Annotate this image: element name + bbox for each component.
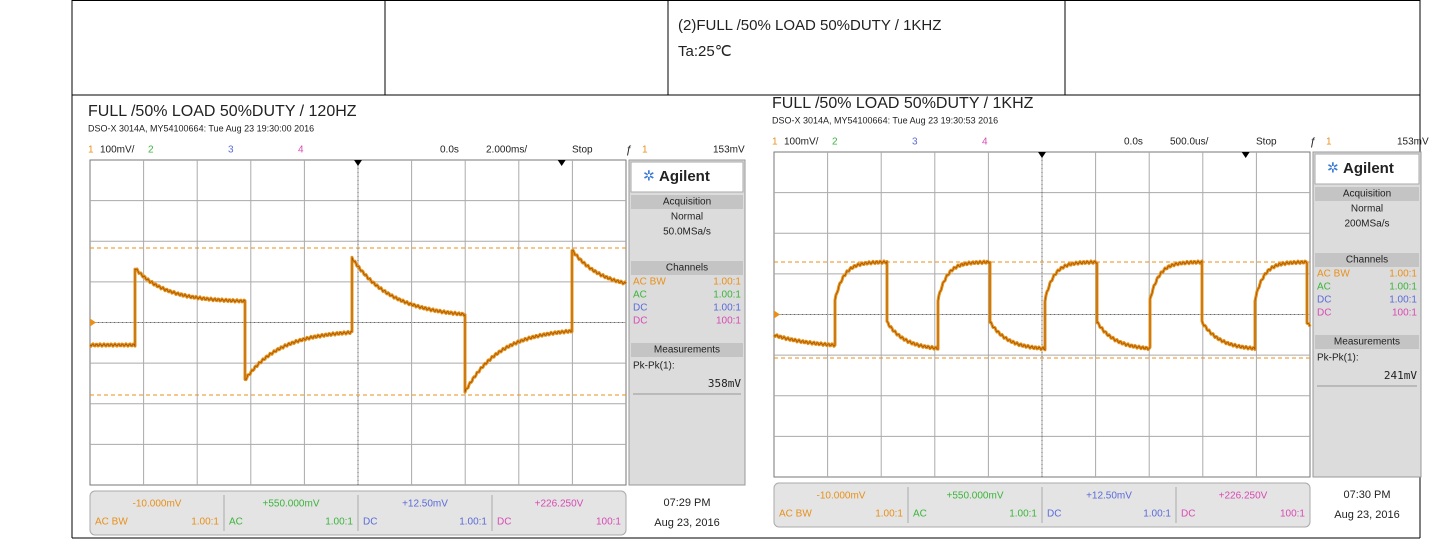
section-heading: Acquisition (1343, 189, 1391, 200)
topbar-status: Stop (1256, 137, 1277, 148)
topbar-scale: 100mV/ (784, 137, 819, 148)
channel-ratio: 100:1 (716, 316, 741, 327)
capture-title: FULL /50% LOAD 50%DUTY / 120HZ (88, 103, 357, 120)
capture-date: Aug 23, 2016 (1334, 509, 1399, 521)
channel-offset: +550.000mV (947, 491, 1004, 502)
channel-ratio: 1.00:1 (325, 517, 353, 528)
capture-time: 07:30 PM (1343, 489, 1390, 501)
capture-info: DSO-X 3014A, MY54100664: Tue Aug 23 19:3… (88, 123, 314, 133)
section-heading: Acquisition (663, 197, 711, 208)
section-heading: Channels (1346, 255, 1388, 266)
topbar-ch3: 3 (228, 145, 234, 156)
channel-coupling: DC (363, 517, 377, 528)
capture-time: 07:29 PM (663, 497, 710, 509)
section-heading: Measurements (654, 345, 720, 356)
capture-title: FULL /50% LOAD 50%DUTY / 1KHZ (772, 95, 1034, 112)
channel-ratio: 100:1 (596, 517, 621, 528)
channel-offset: +12.50mV (402, 499, 448, 510)
channel-ratio: 1.00:1 (713, 303, 741, 314)
topbar-ch1: 1 (88, 145, 94, 156)
channel-offset: -10.000mV (133, 499, 182, 510)
channel-coupling: AC (1317, 282, 1331, 293)
channel-ratio: 1.00:1 (1389, 282, 1417, 293)
topbar-ch1: 1 (772, 137, 778, 148)
topbar-timebase: 500.0us/ (1170, 137, 1209, 148)
topbar-trig-level: 153mV (1397, 137, 1429, 148)
header-line: Ta:25℃ (678, 43, 732, 60)
topbar-ch4: 4 (982, 137, 988, 148)
measurement-value: 241mV (1384, 369, 1417, 382)
channel-coupling: AC BW (1317, 269, 1350, 280)
channel-coupling: DC (497, 517, 511, 528)
channel-offset: +12.50mV (1086, 491, 1132, 502)
header-line: (2)FULL /50% LOAD 50%DUTY / 1KHZ (678, 17, 941, 34)
brand: Agilent (1343, 160, 1394, 177)
brand: Agilent (659, 168, 710, 185)
acquisition-rate: 200MSa/s (1344, 219, 1389, 230)
channel-coupling: AC (913, 509, 927, 520)
acquisition-mode: Normal (671, 212, 703, 223)
channel-ratio: 1.00:1 (459, 517, 487, 528)
channel-offset: +550.000mV (263, 499, 320, 510)
channel-coupling: AC (633, 290, 647, 301)
channel-coupling: DC (633, 303, 647, 314)
topbar-ch2: 2 (832, 137, 838, 148)
channel-ratio: 1.00:1 (713, 277, 741, 288)
acquisition-rate: 50.0MSa/s (663, 227, 711, 238)
brand-icon: ✲ (643, 168, 655, 184)
channel-ratio: 1.00:1 (875, 509, 903, 520)
acquisition-mode: Normal (1351, 204, 1383, 215)
channel-coupling: AC BW (779, 509, 812, 520)
topbar-trig-ch: 1 (642, 145, 648, 156)
topbar-ch3: 3 (912, 137, 918, 148)
topbar-ch4: 4 (298, 145, 304, 156)
channel-ratio: 1.00:1 (1389, 295, 1417, 306)
channel-coupling: AC BW (633, 277, 666, 288)
channel-ratio: 100:1 (1280, 509, 1305, 520)
topbar-timebase: 2.000ms/ (486, 145, 527, 156)
channel-ratio: 100:1 (1392, 308, 1417, 319)
channel-ratio: 1.00:1 (1009, 509, 1037, 520)
measurement-label: Pk-Pk(1): (1317, 353, 1359, 364)
capture-info: DSO-X 3014A, MY54100664: Tue Aug 23 19:3… (772, 115, 998, 125)
trigger-symbol: ƒ (1310, 136, 1316, 148)
topbar-delay: 0.0s (440, 145, 459, 156)
channel-ratio: 1.00:1 (1389, 269, 1417, 280)
channel-offset: +226.250V (1219, 491, 1268, 502)
measurement-label: Pk-Pk(1): (633, 361, 675, 372)
section-heading: Measurements (1334, 337, 1400, 348)
document: (2)FULL /50% LOAD 50%DUTY / 1KHZ Ta:25℃ … (0, 0, 1448, 540)
topbar-status: Stop (572, 145, 593, 156)
topbar-delay: 0.0s (1124, 137, 1143, 148)
channel-coupling: AC (229, 517, 243, 528)
brand-icon: ✲ (1327, 160, 1339, 176)
topbar-trig-level: 153mV (713, 145, 745, 156)
channel-ratio: 1.00:1 (191, 517, 219, 528)
channel-coupling: AC BW (95, 517, 128, 528)
channel-coupling: DC (1047, 509, 1061, 520)
topbar-scale: 100mV/ (100, 145, 135, 156)
capture-date: Aug 23, 2016 (654, 517, 719, 529)
topbar-trig-ch: 1 (1326, 137, 1332, 148)
trigger-symbol: ƒ (626, 144, 632, 156)
topbar-ch2: 2 (148, 145, 154, 156)
channel-offset: -10.000mV (817, 491, 866, 502)
channel-coupling: DC (1317, 295, 1331, 306)
section-heading: Channels (666, 263, 708, 274)
channel-ratio: 1.00:1 (1143, 509, 1171, 520)
channel-offset: +226.250V (535, 499, 584, 510)
measurement-value: 358mV (708, 377, 741, 390)
page: (2)FULL /50% LOAD 50%DUTY / 1KHZ Ta:25℃ … (0, 0, 1448, 540)
channel-coupling: DC (1181, 509, 1195, 520)
channel-coupling: DC (1317, 308, 1331, 319)
channel-ratio: 1.00:1 (713, 290, 741, 301)
channel-coupling: DC (633, 316, 647, 327)
